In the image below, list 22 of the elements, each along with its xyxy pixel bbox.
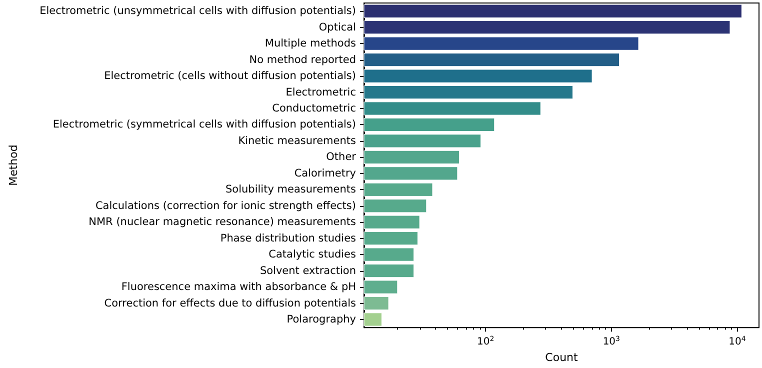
- y-tick-label: Conductometric: [272, 102, 356, 114]
- y-tick-label: Multiple methods: [264, 38, 356, 50]
- y-tick-label: Electrometric (cells without diffusion potentials): [104, 70, 356, 82]
- y-tick-label: Electrometric (unsymmetrical cells with diffusion potentials): [40, 5, 356, 18]
- y-tick-label: Other: [326, 151, 357, 164]
- y-tick-label: Optical: [318, 21, 356, 34]
- y-tick-label: Calorimetry: [294, 167, 356, 180]
- y-tick-label: NMR (nuclear magnetic resonance) measurements: [88, 216, 356, 228]
- x-axis-title: Count: [545, 351, 579, 364]
- y-tick-label: Catalytic studies: [268, 248, 356, 261]
- y-tick-label: Fluorescence maxima with absorbance & pH: [121, 281, 356, 294]
- y-tick-label: Phase distribution studies: [220, 232, 356, 244]
- y-tick-label: Polarography: [286, 313, 356, 326]
- y-tick-label: Solubility measurements: [226, 184, 356, 196]
- y-tick-label: Correction for effects due to diffusion potentials: [104, 297, 356, 310]
- y-axis-title: Method: [7, 144, 20, 186]
- y-tick-label: Solvent extraction: [260, 264, 356, 277]
- y-tick-label: Electrometric (symmetrical cells with diffusion potentials): [52, 118, 356, 131]
- y-tick-label: No method reported: [249, 54, 356, 66]
- y-tick-label: Electrometric: [286, 86, 356, 98]
- y-tick-label: Calculations (correction for ionic strength effects): [95, 200, 356, 212]
- y-tick-label: Kinetic measurements: [238, 134, 356, 147]
